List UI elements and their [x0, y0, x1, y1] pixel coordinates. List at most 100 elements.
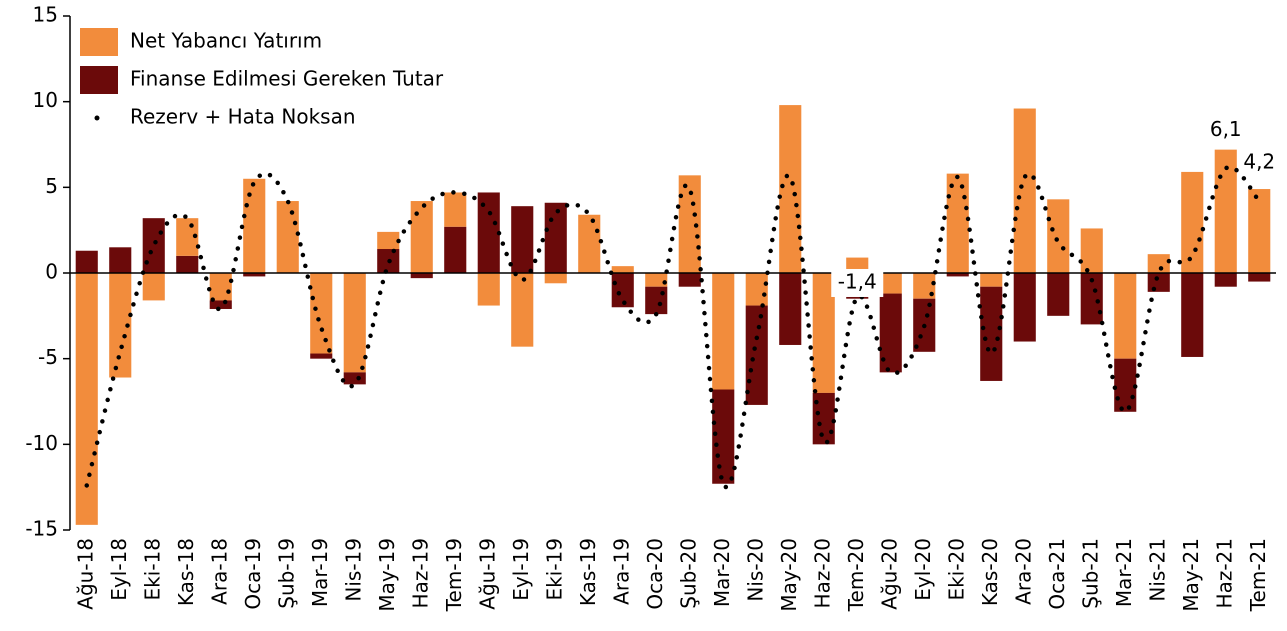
x-tick-label: Eki-19 [542, 538, 566, 600]
bar [75, 250, 98, 273]
x-tick-label: May-19 [375, 538, 399, 612]
y-tick-label: -15 [25, 517, 58, 541]
bar [243, 273, 266, 277]
legend-label: Rezerv + Hata Noksan [130, 105, 356, 129]
bar [1013, 273, 1036, 342]
bar [1248, 273, 1271, 282]
bar [142, 273, 165, 301]
bar [410, 201, 433, 273]
x-tick-label: Şub-20 [676, 538, 700, 609]
x-tick-label: Haz-19 [408, 538, 432, 608]
legend-label: Net Yabancı Yatırım [130, 29, 322, 53]
bar [109, 273, 132, 378]
bar [645, 273, 668, 287]
bar [1080, 228, 1103, 273]
y-tick-label: 5 [45, 174, 58, 198]
x-tick-label: Kas-18 [174, 538, 198, 606]
bar [745, 273, 768, 306]
x-tick-label: Ara-18 [207, 538, 231, 605]
bar [779, 105, 802, 274]
bar [712, 273, 735, 390]
x-tick-label: Haz-20 [810, 538, 834, 608]
x-tick-label: Ara-20 [1011, 538, 1035, 605]
bar [879, 293, 902, 373]
x-tick-label: Eki-20 [944, 538, 968, 600]
bar [611, 266, 634, 273]
bar [377, 231, 400, 250]
x-tick-label: Tem-20 [844, 538, 868, 612]
y-tick-label: 15 [33, 3, 58, 27]
bar [1080, 273, 1103, 325]
data-label: 4,2 [1243, 150, 1275, 174]
x-tick-label: Tem-19 [442, 538, 466, 612]
x-tick-label: Eyl-19 [509, 538, 533, 601]
y-tick-label: -10 [25, 431, 58, 455]
x-tick-label: Oca-19 [241, 538, 265, 610]
x-tick-label: Eyl-20 [911, 538, 935, 601]
bar [109, 247, 132, 273]
y-tick-label: 10 [33, 88, 58, 112]
x-tick-label: Şub-19 [274, 538, 298, 609]
bar [477, 273, 500, 306]
bar [812, 273, 835, 393]
bar [645, 286, 668, 315]
y-tick-label: 0 [45, 260, 58, 284]
bar [444, 226, 467, 273]
bar [176, 218, 199, 256]
x-tick-label: Ara-19 [609, 538, 633, 605]
bar [209, 300, 232, 309]
bar [310, 353, 333, 359]
x-tick-label: Haz-21 [1212, 538, 1236, 608]
bar [243, 178, 266, 273]
y-tick-label: -5 [38, 345, 58, 369]
bar [1114, 273, 1137, 359]
bar [578, 214, 601, 273]
label-box [831, 268, 884, 297]
legend-swatch [80, 28, 118, 56]
bar [544, 202, 567, 273]
x-tick-label: Mar-20 [710, 538, 734, 607]
data-label: 6,1 [1210, 117, 1242, 141]
x-tick-label: Eyl-18 [107, 538, 131, 601]
bar [142, 218, 165, 273]
bar [946, 173, 969, 273]
data-label: -1,4 [838, 269, 877, 293]
bar [712, 389, 735, 484]
bar [343, 372, 366, 385]
x-tick-label: Nis-19 [341, 538, 365, 602]
bar [1114, 358, 1137, 412]
bar [176, 255, 199, 273]
legend-label: Finanse Edilmesi Gereken Tutar [130, 67, 444, 91]
bar [444, 192, 467, 227]
bar [544, 273, 567, 284]
bar [1047, 199, 1070, 273]
x-tick-label: May-21 [1179, 538, 1203, 612]
line-series [84, 164, 1262, 490]
bar [343, 273, 366, 373]
bar [209, 273, 232, 301]
bar [1047, 273, 1070, 316]
legend-swatch [80, 66, 118, 94]
bar [1013, 108, 1036, 274]
x-tick-label: Mar-19 [308, 538, 332, 607]
bar [410, 273, 433, 279]
x-tick-label: Nis-21 [1145, 538, 1169, 602]
x-tick-label: Kas-19 [576, 538, 600, 606]
bar [1214, 149, 1237, 273]
bar [678, 273, 701, 287]
bar [75, 273, 98, 525]
bar [1248, 189, 1271, 273]
bar [310, 273, 333, 354]
bar [276, 201, 299, 273]
bar [511, 206, 534, 273]
bar [980, 273, 1003, 287]
x-tick-label: Nis-20 [743, 538, 767, 602]
x-tick-label: Eki-18 [140, 538, 164, 600]
x-tick-label: Tem-21 [1246, 538, 1270, 612]
x-tick-label: Şub-21 [1078, 538, 1102, 609]
bar [678, 175, 701, 273]
bar [980, 286, 1003, 381]
x-tick-label: Ağu-18 [73, 538, 97, 610]
x-tick-label: Mar-21 [1112, 538, 1136, 607]
